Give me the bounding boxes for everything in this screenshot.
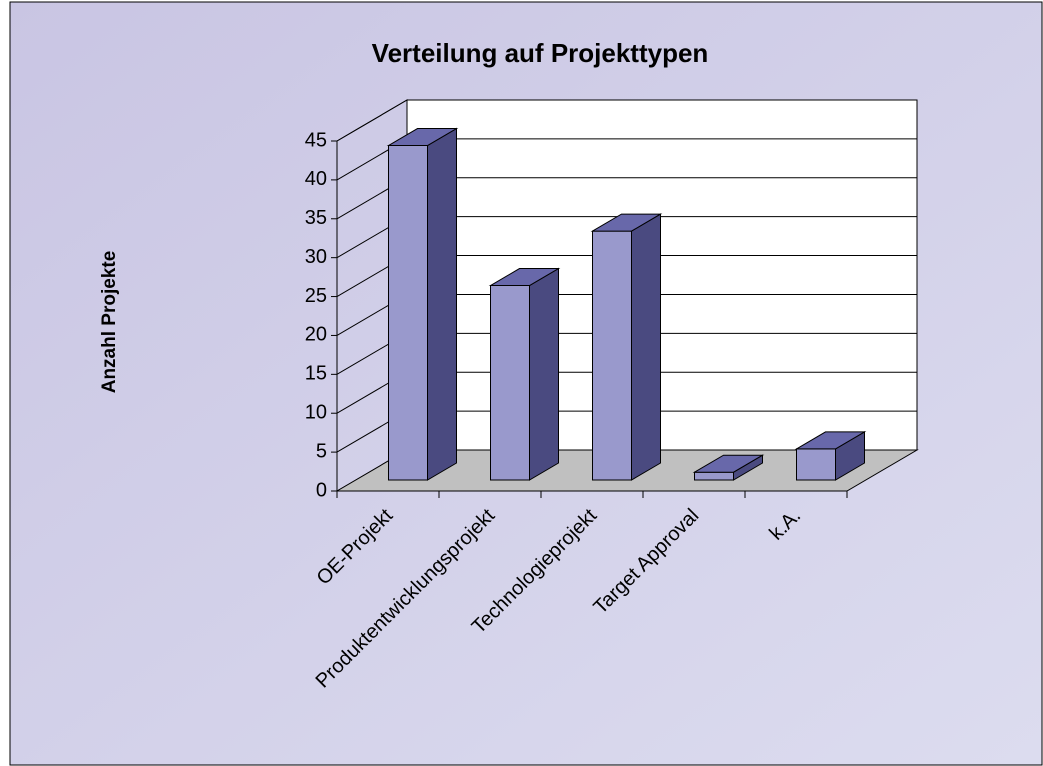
- bar-front: [694, 471, 734, 481]
- bar: [590, 213, 663, 481]
- y-tick-label: 20: [305, 324, 327, 346]
- bar-front: [796, 448, 836, 481]
- bar: [488, 267, 561, 481]
- bar: [692, 454, 765, 481]
- bar-front: [388, 145, 428, 481]
- bar-top: [794, 431, 867, 450]
- y-tick-label: 45: [305, 129, 327, 151]
- bar-front: [592, 230, 632, 481]
- back-wall: [406, 99, 918, 451]
- bar-top: [590, 213, 663, 232]
- y-axis-label: Anzahl Projekte: [99, 251, 120, 394]
- bar-top: [488, 268, 561, 287]
- bar: [386, 127, 459, 481]
- y-tick-label: 35: [305, 207, 327, 229]
- y-tick-label: 5: [316, 440, 327, 462]
- bar-top: [386, 128, 459, 147]
- bar-front: [490, 285, 530, 481]
- bar-side: [631, 213, 661, 481]
- y-tick-label: 25: [305, 285, 327, 307]
- y-tick-label: 40: [305, 168, 327, 190]
- y-tick-label: 30: [305, 246, 327, 268]
- y-tick-label: 15: [305, 363, 327, 385]
- bar-side: [427, 127, 457, 481]
- y-tick-label: 10: [305, 402, 327, 424]
- bar-top: [692, 454, 765, 473]
- bar: [794, 431, 867, 481]
- bar-side: [529, 267, 559, 481]
- grid-line: [336, 99, 408, 142]
- y-tick-label: 0: [316, 479, 327, 501]
- chart-title: Verteilung auf Projekttypen: [372, 38, 709, 68]
